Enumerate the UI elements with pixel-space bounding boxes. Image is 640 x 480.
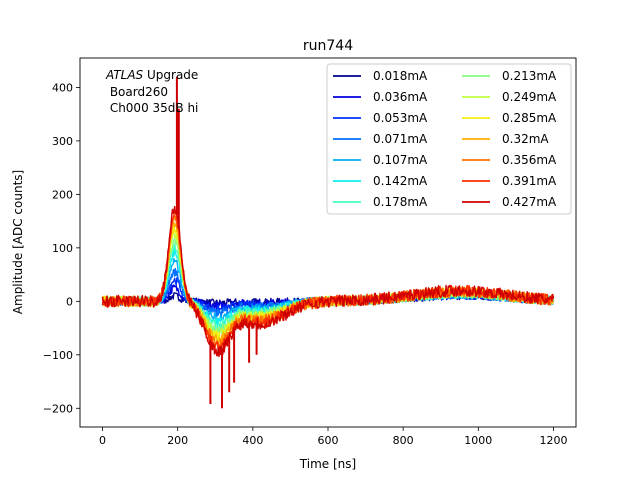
y-tick-label: 200 — [52, 188, 73, 201]
series-line — [101, 209, 555, 353]
series-spike — [175, 76, 258, 409]
x-tick-label: 1200 — [539, 434, 567, 447]
x-axis-label: Time [ns] — [299, 457, 356, 471]
series-layer — [101, 76, 555, 409]
legend-label: 0.178mA — [373, 195, 428, 209]
annotation-atlas: ATLAS — [105, 68, 144, 82]
legend-label: 0.285mA — [502, 111, 557, 125]
annotation-line-2: Board260 — [106, 85, 168, 99]
legend-label: 0.249mA — [502, 90, 557, 104]
y-tick-label: 400 — [52, 81, 73, 94]
legend-items: 0.018mA 0.036mA 0.053mA 0.071mA 0.107mA 0.142… — [333, 69, 557, 209]
y-tick-label: 0 — [66, 295, 73, 308]
annotation-line-1: ATLAS Upgrade — [105, 68, 198, 82]
legend-label: 0.036mA — [373, 90, 428, 104]
legend-label: 0.053mA — [373, 111, 428, 125]
legend-label: 0.356mA — [502, 153, 557, 167]
chart-title: run744 — [303, 38, 353, 54]
y-tick-label: −200 — [43, 402, 73, 415]
legend-box — [326, 63, 572, 215]
legend-label: 0.427mA — [502, 195, 557, 209]
y-axis: −200 −100 0 100 200 300 400 — [43, 81, 80, 415]
legend-label: 0.32mA — [502, 132, 549, 146]
legend-label: 0.391mA — [502, 174, 557, 188]
legend-label: 0.107mA — [373, 153, 428, 167]
x-tick-label: 200 — [167, 434, 188, 447]
legend-label: 0.142mA — [373, 174, 428, 188]
x-tick-label: 1000 — [464, 434, 492, 447]
x-tick-label: 800 — [393, 434, 414, 447]
legend: 0.018mA 0.036mA 0.053mA 0.071mA 0.107mA 0.142… — [326, 63, 572, 215]
legend-label: 0.213mA — [502, 69, 557, 83]
annotation-upgrade: Upgrade — [143, 68, 198, 82]
legend-label: 0.018mA — [373, 69, 428, 83]
y-axis-label: Amplitude [ADC counts] — [11, 170, 25, 314]
x-tick-label: 400 — [242, 434, 263, 447]
legend-label: 0.071mA — [373, 132, 428, 146]
y-tick-label: 300 — [52, 135, 73, 148]
y-tick-label: 100 — [52, 242, 73, 255]
series-line — [101, 205, 555, 358]
x-axis: 0 200 400 600 800 1000 1200 — [99, 427, 567, 447]
atlas-annotation: ATLAS Upgrade Board260 Ch000 35dB hi — [105, 68, 198, 115]
y-tick-label: −100 — [43, 349, 73, 362]
x-tick-label: 600 — [318, 434, 339, 447]
x-tick-label: 0 — [99, 434, 106, 447]
annotation-line-3: Ch000 35dB hi — [106, 101, 198, 115]
